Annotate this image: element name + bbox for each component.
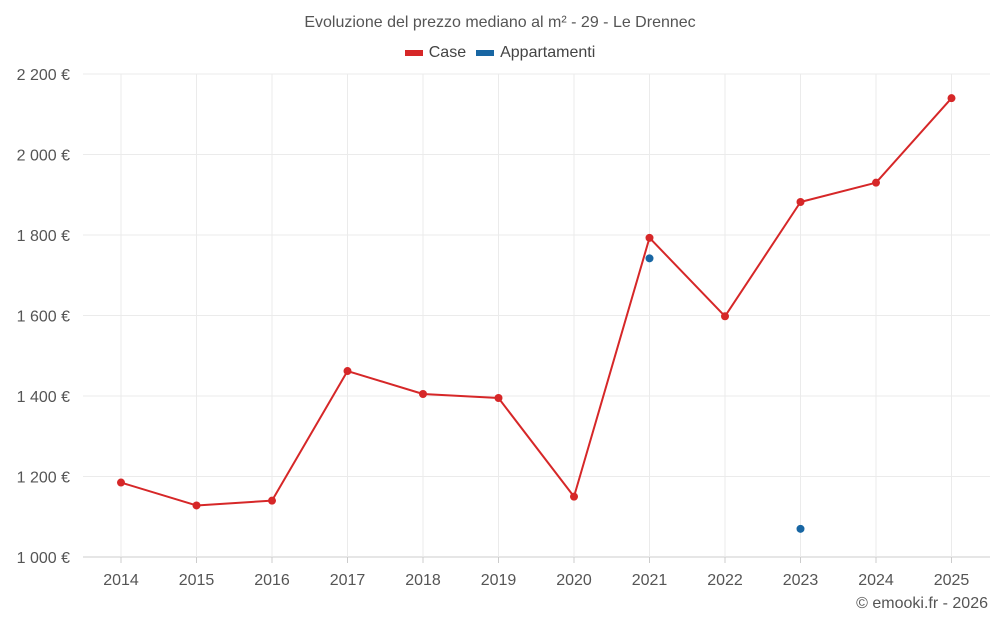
y-tick-label: 1 800 € — [17, 228, 70, 245]
series-lines — [120, 97, 953, 507]
y-tick-label: 1 200 € — [17, 470, 70, 487]
chart-axes: 1 000 € 1 200 € 1 400 € 1 600 € 1 800 € 2 000… — [17, 67, 970, 589]
legend-item-appartamenti[interactable]: Appartamenti — [476, 44, 595, 62]
data-point-case-2021 — [645, 233, 654, 242]
data-point-case-2020 — [570, 492, 578, 501]
data-point-appartamenti-2023 — [796, 524, 805, 533]
chart-grid — [83, 73, 990, 558]
legend-item-case[interactable]: Case — [404, 44, 467, 62]
y-tick-label: 1 000 € — [17, 550, 70, 567]
series-line-case — [120, 97, 953, 507]
data-point-case-2019 — [494, 394, 503, 403]
x-tick-label: 2025 — [934, 572, 970, 589]
data-point-case-2018 — [419, 389, 427, 398]
x-tick-label: 2024 — [858, 572, 894, 589]
x-tick-label: 2016 — [254, 572, 290, 589]
x-tick-label: 2020 — [556, 572, 592, 589]
y-tick-label: 2 200 € — [17, 67, 70, 84]
chart-title: Evoluzione del prezzo mediano al m² - 29… — [304, 14, 696, 31]
legend-label-case: Case — [428, 44, 467, 61]
y-tick-label: 1 600 € — [17, 309, 70, 326]
x-tick-label: 2015 — [179, 572, 215, 589]
credit-text: © emooki.fr - 2026 — [856, 595, 988, 612]
x-tick-label: 2017 — [330, 572, 366, 589]
series-points — [117, 94, 956, 533]
data-point-case-2015 — [192, 501, 201, 510]
data-point-case-2022 — [721, 312, 729, 321]
y-tick-label: 1 400 € — [17, 389, 70, 406]
legend-swatch-appartamenti — [476, 50, 495, 56]
data-point-case-2017 — [343, 367, 352, 376]
data-point-case-2023 — [796, 197, 805, 206]
legend-label-appartamenti: Appartamenti — [500, 44, 596, 61]
x-tick-label: 2021 — [632, 572, 668, 589]
x-tick-label: 2023 — [783, 572, 819, 589]
data-point-case-2014 — [117, 478, 125, 487]
y-tick-label: 2 000 € — [17, 148, 70, 165]
data-point-case-2024 — [872, 178, 880, 187]
x-tick-label: 2014 — [103, 572, 139, 589]
chart-legend: Case Appartamenti — [0, 44, 1000, 62]
data-point-case-2016 — [268, 496, 276, 505]
x-tick-label: 2019 — [481, 572, 517, 589]
x-tick-label: 2022 — [707, 572, 743, 589]
data-point-case-2025 — [947, 94, 956, 103]
x-tick-label: 2018 — [405, 572, 441, 589]
legend-swatch-case — [404, 50, 423, 56]
data-point-appartamenti-2021 — [645, 254, 654, 263]
